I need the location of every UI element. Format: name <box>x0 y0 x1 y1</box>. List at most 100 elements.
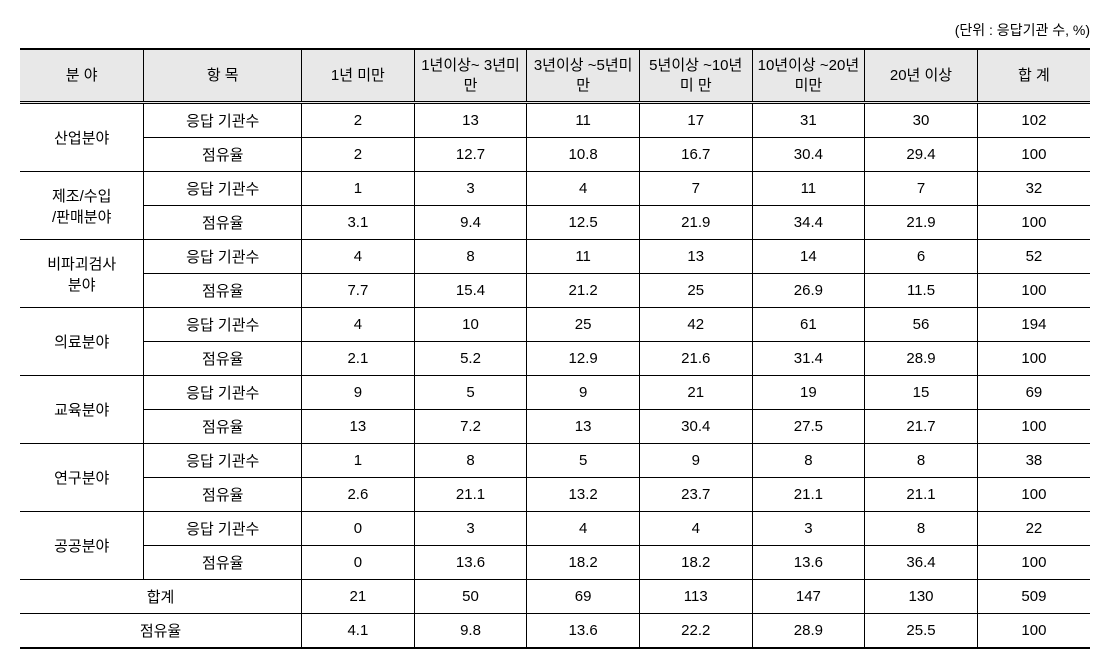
item-label-share: 점유율 <box>144 138 302 172</box>
table-row: 점유율013.618.218.213.636.4100 <box>20 546 1090 580</box>
cell-value: 102 <box>977 103 1090 138</box>
cell-value: 12.9 <box>527 342 640 376</box>
cell-value: 61 <box>752 308 865 342</box>
cell-value: 9 <box>302 376 415 410</box>
cell-value: 113 <box>639 580 752 614</box>
cell-value: 0 <box>302 546 415 580</box>
cell-value: 2.1 <box>302 342 415 376</box>
cell-value: 4 <box>527 512 640 546</box>
cell-value: 14 <box>752 240 865 274</box>
cell-value: 13 <box>527 410 640 444</box>
cell-value: 25.5 <box>865 614 978 649</box>
col-header-3-5yr: 3년이상 ~5년미만 <box>527 49 640 103</box>
cell-value: 21.1 <box>414 478 527 512</box>
table-row: 공공분야응답 기관수03443822 <box>20 512 1090 546</box>
table-row: 점유율212.710.816.730.429.4100 <box>20 138 1090 172</box>
col-header-1-3yr: 1년이상~ 3년미만 <box>414 49 527 103</box>
total-row-count: 합계215069113147130509 <box>20 580 1090 614</box>
table-row: 의료분야응답 기관수41025426156194 <box>20 308 1090 342</box>
cell-value: 30.4 <box>752 138 865 172</box>
cell-value: 3 <box>414 512 527 546</box>
item-label-share: 점유율 <box>144 410 302 444</box>
cell-value: 19 <box>752 376 865 410</box>
col-header-item: 항 목 <box>144 49 302 103</box>
cell-value: 5 <box>527 444 640 478</box>
cell-value: 27.5 <box>752 410 865 444</box>
category-name: 교육분야 <box>20 376 144 444</box>
col-header-20yr: 20년 이상 <box>865 49 978 103</box>
cell-value: 42 <box>639 308 752 342</box>
table-row: 산업분야응답 기관수21311173130102 <box>20 103 1090 138</box>
cell-value: 7.2 <box>414 410 527 444</box>
cell-value: 10 <box>414 308 527 342</box>
cell-value: 15.4 <box>414 274 527 308</box>
total-label-share: 점유율 <box>20 614 302 649</box>
cell-value: 13 <box>639 240 752 274</box>
table-row: 점유율2.15.212.921.631.428.9100 <box>20 342 1090 376</box>
cell-value: 13 <box>302 410 415 444</box>
cell-value: 38 <box>977 444 1090 478</box>
cell-value: 100 <box>977 410 1090 444</box>
cell-value: 100 <box>977 138 1090 172</box>
cell-value: 9.4 <box>414 206 527 240</box>
cell-value: 5.2 <box>414 342 527 376</box>
cell-value: 3 <box>752 512 865 546</box>
cell-value: 56 <box>865 308 978 342</box>
item-label-count: 응답 기관수 <box>144 172 302 206</box>
cell-value: 12.5 <box>527 206 640 240</box>
cell-value: 11 <box>752 172 865 206</box>
cell-value: 7.7 <box>302 274 415 308</box>
cell-value: 3.1 <box>302 206 415 240</box>
unit-label: (단위 : 응답기관 수, %) <box>20 20 1090 40</box>
item-label-count: 응답 기관수 <box>144 444 302 478</box>
cell-value: 100 <box>977 614 1090 649</box>
data-table: 분 야 항 목 1년 미만 1년이상~ 3년미만 3년이상 ~5년미만 5년이상… <box>20 48 1090 649</box>
cell-value: 17 <box>639 103 752 138</box>
cell-value: 25 <box>639 274 752 308</box>
table-row: 교육분야응답 기관수95921191569 <box>20 376 1090 410</box>
col-header-1yr: 1년 미만 <box>302 49 415 103</box>
cell-value: 130 <box>865 580 978 614</box>
category-name: 산업분야 <box>20 103 144 172</box>
cell-value: 16.7 <box>639 138 752 172</box>
col-header-5-10yr: 5년이상 ~10년미 만 <box>639 49 752 103</box>
cell-value: 26.9 <box>752 274 865 308</box>
cell-value: 31 <box>752 103 865 138</box>
cell-value: 28.9 <box>865 342 978 376</box>
category-name: 비파괴검사분야 <box>20 240 144 308</box>
cell-value: 8 <box>414 444 527 478</box>
cell-value: 30 <box>865 103 978 138</box>
cell-value: 6 <box>865 240 978 274</box>
cell-value: 2.6 <box>302 478 415 512</box>
col-header-10-20yr: 10년이상 ~20년미만 <box>752 49 865 103</box>
item-label-share: 점유율 <box>144 274 302 308</box>
cell-value: 21.9 <box>639 206 752 240</box>
cell-value: 22 <box>977 512 1090 546</box>
item-label-count: 응답 기관수 <box>144 376 302 410</box>
cell-value: 509 <box>977 580 1090 614</box>
total-label-count: 합계 <box>20 580 302 614</box>
col-header-total: 합 계 <box>977 49 1090 103</box>
item-label-share: 점유율 <box>144 342 302 376</box>
cell-value: 21.9 <box>865 206 978 240</box>
category-name: 공공분야 <box>20 512 144 580</box>
table-row: 연구분야응답 기관수18598838 <box>20 444 1090 478</box>
cell-value: 21 <box>302 580 415 614</box>
cell-value: 30.4 <box>639 410 752 444</box>
cell-value: 147 <box>752 580 865 614</box>
cell-value: 23.7 <box>639 478 752 512</box>
cell-value: 36.4 <box>865 546 978 580</box>
item-label-share: 점유율 <box>144 546 302 580</box>
cell-value: 0 <box>302 512 415 546</box>
category-name: 연구분야 <box>20 444 144 512</box>
cell-value: 21.7 <box>865 410 978 444</box>
cell-value: 21.2 <box>527 274 640 308</box>
cell-value: 4 <box>302 240 415 274</box>
cell-value: 11.5 <box>865 274 978 308</box>
table-row: 제조/수입/판매분야응답 기관수134711732 <box>20 172 1090 206</box>
cell-value: 12.7 <box>414 138 527 172</box>
cell-value: 2 <box>302 138 415 172</box>
cell-value: 7 <box>865 172 978 206</box>
cell-value: 2 <box>302 103 415 138</box>
cell-value: 3 <box>414 172 527 206</box>
